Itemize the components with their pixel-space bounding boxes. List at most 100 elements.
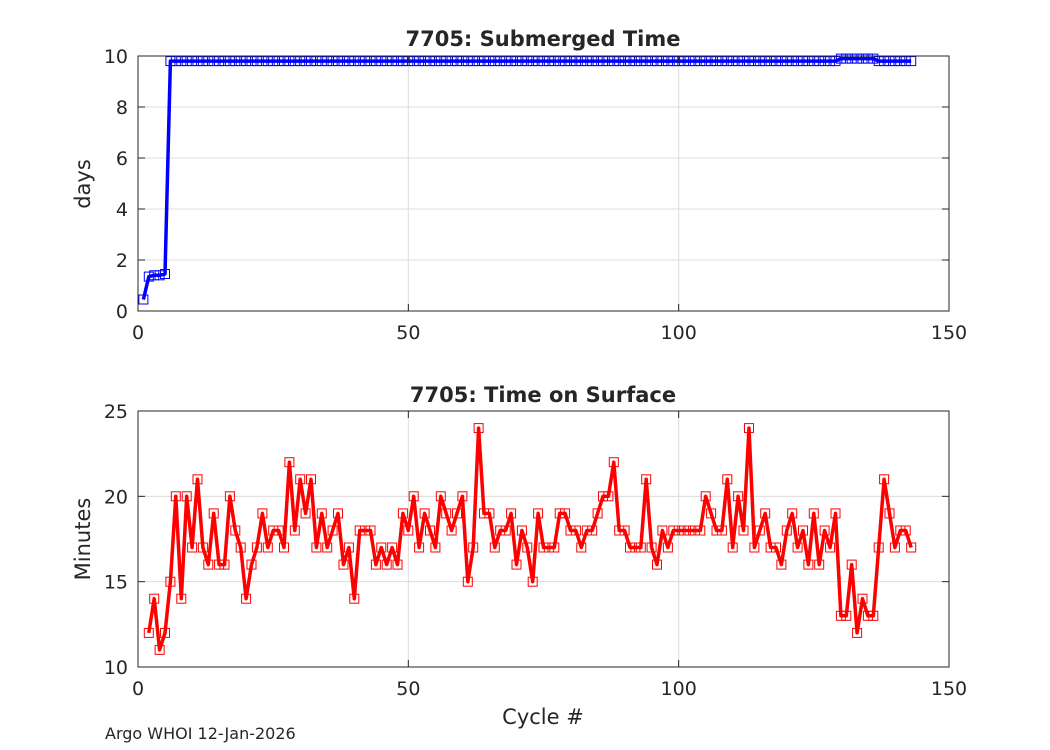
data-point xyxy=(554,508,565,519)
data-point xyxy=(354,56,365,67)
plot-area-frame xyxy=(137,410,950,668)
data-point xyxy=(862,53,873,64)
data-point xyxy=(176,56,187,67)
data-point xyxy=(814,56,825,67)
data-point xyxy=(733,491,744,502)
data-point xyxy=(906,56,917,67)
data-point xyxy=(689,56,700,67)
data-point xyxy=(506,508,517,519)
data-point xyxy=(879,474,890,485)
data-point xyxy=(576,56,587,67)
data-point xyxy=(819,525,830,536)
data-point xyxy=(716,56,727,67)
data-point xyxy=(830,508,841,519)
data-point xyxy=(295,474,306,485)
data-point xyxy=(668,56,679,67)
data-point xyxy=(414,542,425,553)
data-point xyxy=(835,53,846,64)
data-point xyxy=(197,542,208,553)
data-point xyxy=(538,56,549,67)
data-point xyxy=(516,525,527,536)
data-point xyxy=(365,56,376,67)
data-point xyxy=(549,56,560,67)
data-point xyxy=(727,542,738,553)
data-point xyxy=(181,56,192,67)
x-tick-label: 0 xyxy=(132,678,144,700)
data-point xyxy=(852,53,863,64)
data-point xyxy=(771,56,781,67)
data-point xyxy=(187,56,198,67)
data-point xyxy=(170,56,181,67)
data-point xyxy=(603,56,614,67)
data-point xyxy=(549,542,560,553)
data-point xyxy=(214,56,225,67)
data-point xyxy=(565,56,576,67)
data-point xyxy=(360,525,371,536)
data-point xyxy=(754,56,765,67)
y-tick-label: 0 xyxy=(116,301,128,323)
data-point xyxy=(473,423,484,434)
data-point xyxy=(343,56,354,67)
data-point xyxy=(522,56,533,67)
data-point xyxy=(527,56,538,67)
data-point xyxy=(316,508,327,519)
data-point xyxy=(873,56,884,67)
data-point xyxy=(592,56,603,67)
data-point xyxy=(857,593,868,604)
data-point xyxy=(452,56,462,67)
data-point xyxy=(646,56,657,67)
submerged-time-plot: 0 50 100 150 0 2 4 6 8 10 7705: Submerged Time da… xyxy=(71,27,967,344)
data-point xyxy=(322,56,333,67)
data-point xyxy=(468,56,479,67)
data-point xyxy=(749,542,760,553)
data-point xyxy=(279,542,289,553)
data-point xyxy=(695,56,706,67)
data-point xyxy=(160,627,170,638)
data-point xyxy=(430,56,441,67)
data-point xyxy=(333,56,343,67)
data-point xyxy=(403,525,414,536)
data-point xyxy=(619,56,630,67)
data-point xyxy=(846,53,857,64)
data-point xyxy=(511,56,522,67)
data-point xyxy=(679,56,690,67)
data-point xyxy=(598,56,608,67)
data-point xyxy=(846,559,857,570)
y-axis-label: days xyxy=(71,159,95,209)
data-point xyxy=(360,56,371,67)
data-point xyxy=(408,56,419,67)
y-tick-label: 15 xyxy=(104,572,128,594)
y-axis-label: Minutes xyxy=(71,498,95,581)
data-point xyxy=(381,559,392,570)
data-point xyxy=(197,56,208,67)
x-tick-label: 50 xyxy=(396,678,420,700)
data-point xyxy=(241,593,252,604)
data-point xyxy=(489,56,500,67)
data-point xyxy=(543,56,554,67)
data-point xyxy=(316,56,327,67)
data-point xyxy=(733,56,744,67)
data-point xyxy=(873,542,884,553)
plot-area-frame xyxy=(137,55,950,312)
data-point xyxy=(354,525,365,536)
data-point xyxy=(452,508,462,519)
data-point xyxy=(376,542,387,553)
data-point xyxy=(208,508,219,519)
data-point xyxy=(760,56,771,67)
data-point xyxy=(435,491,446,502)
data-point xyxy=(889,56,900,67)
data-point xyxy=(419,56,430,67)
data-point xyxy=(862,610,873,621)
data-point xyxy=(657,56,668,67)
data-point xyxy=(738,525,749,536)
data-point xyxy=(835,610,846,621)
data-point xyxy=(208,56,219,67)
data-point xyxy=(533,508,544,519)
data-point xyxy=(889,542,900,553)
data-point xyxy=(268,525,279,536)
data-point xyxy=(338,56,349,67)
data-point xyxy=(522,542,533,553)
data-point xyxy=(868,610,879,621)
data-point xyxy=(635,56,646,67)
